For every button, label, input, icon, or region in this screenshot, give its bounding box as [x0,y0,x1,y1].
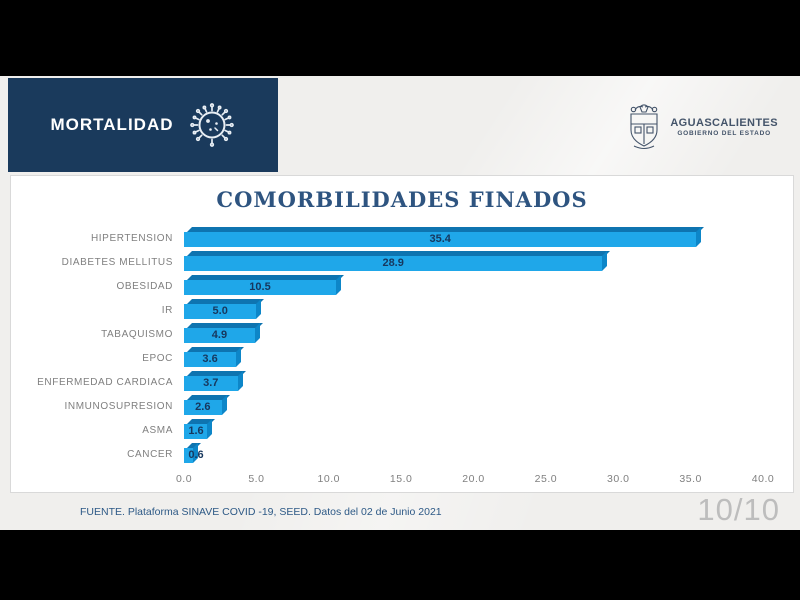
state-logo: AGUASCALIENTES GOBIERNO DEL ESTADO [626,102,778,152]
bar [184,352,237,367]
section-title: MORTALIDAD [50,115,174,134]
bar [184,400,222,415]
source-note: FUENTE. Plataforma SINAVE COVID -19, SEE… [80,506,442,518]
chart-row: ENFERMEDAD CARDIACA 3.7 [11,370,795,394]
category-label: OBESIDAD [116,280,173,292]
bar-value-label: 4.9 [211,329,228,341]
bar [184,448,193,463]
bar-track: 35.4 [182,226,795,250]
category-label: TABAQUISMO [101,328,173,340]
x-tick-label: 25.0 [534,473,558,485]
bar-track: 2.6 [182,394,795,418]
bar-track: 0.6 [182,442,795,466]
bar-value-label: 28.9 [382,257,404,269]
chart-rows: HIPERTENSION 35.4 DIABETES MELLITUS 28.9 OBE… [11,226,795,466]
chart-row: ASMA 1.6 [11,418,795,442]
x-tick-label: 15.0 [389,473,413,485]
bar [184,304,257,319]
x-tick-label: 30.0 [607,473,630,485]
logo-subtitle: GOBIERNO DEL ESTADO [677,129,772,137]
bar-value-label: 3.7 [203,377,219,389]
coat-of-arms-icon [626,102,662,152]
page-number: 10/10 [697,492,780,527]
bar-track: 5.0 [182,298,795,322]
chart-row: TABAQUISMO 4.9 [11,322,795,346]
bar-value-label: 1.6 [188,425,204,437]
bar-value-label: 10.5 [249,281,271,293]
bar-track: 3.7 [182,370,795,394]
bar-track: 10.5 [182,274,795,298]
category-label: HIPERTENSION [90,232,173,244]
chart-row: OBESIDAD 10.5 [11,274,795,298]
slide: MORTALIDAD [0,76,800,530]
bar [184,376,238,391]
category-label: INMUNOSUPRESION [64,400,173,412]
bar-value-label: 0.6 [188,449,204,461]
x-tick-label: 35.0 [679,473,702,485]
logo-name: AGUASCALIENTES [670,116,778,129]
bar [184,328,255,343]
chart-row: IR 5.0 [11,298,795,322]
bar-value-label: 3.6 [202,353,218,365]
bar [184,280,336,295]
bar-track: 3.6 [182,346,795,370]
logo-text: AGUASCALIENTES GOBIERNO DEL ESTADO [670,117,778,137]
x-tick-label: 10.0 [317,473,340,485]
bar-value-label: 2.6 [195,401,211,413]
category-label: IR [161,304,173,316]
bar [184,256,603,271]
bar-track: 1.6 [182,418,795,442]
bar [184,232,697,247]
category-label: CANCER [127,448,173,460]
bar-value-label: 5.0 [212,305,228,317]
chart-row: DIABETES MELLITUS 28.9 [11,250,795,274]
virus-icon [188,101,236,149]
chart-panel: COMORBILIDADES FINADOS HIPERTENSION 35.4 D… [10,175,794,493]
category-label: EPOC [142,352,173,364]
category-label: ASMA [142,424,173,436]
bar-track: 28.9 [182,250,795,274]
x-axis: 0.0 5.0 10.0 15.0 20.0 25.0 30.0 35.0 40.0 [11,473,795,487]
chart-row: EPOC 3.6 [11,346,795,370]
bar-track: 4.9 [182,322,795,346]
x-tick-label: 5.0 [248,473,265,485]
category-label: ENFERMEDAD CARDIACA [37,376,173,388]
chart-row: CANCER 0.6 [11,442,795,466]
chart-row: HIPERTENSION 35.4 [11,226,795,250]
chart-row: INMUNOSUPRESION 2.6 [11,394,795,418]
x-tick-label: 20.0 [462,473,485,485]
bar [184,424,208,439]
chart-title: COMORBILIDADES FINADOS [216,187,588,212]
bar-value-label: 35.4 [429,233,451,245]
x-tick-label: 40.0 [751,473,775,485]
section-banner: MORTALIDAD [8,78,278,172]
category-label: DIABETES MELLITUS [61,256,173,268]
x-tick-label: 0.0 [175,473,193,485]
